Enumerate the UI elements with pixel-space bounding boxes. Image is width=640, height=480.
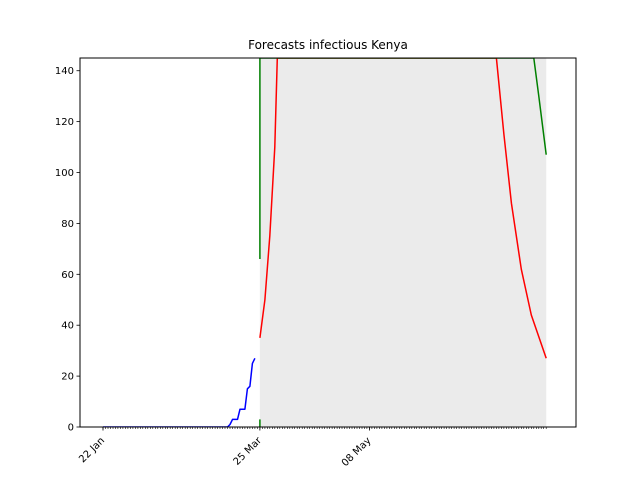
chart-title: Forecasts infectious Kenya (248, 38, 408, 52)
series-layer (103, 58, 547, 427)
x-tick-label: 22 Jan (77, 435, 107, 465)
y-tick-label: 140 (55, 66, 74, 77)
y-tick-label: 0 (68, 423, 74, 434)
y-tick-label: 40 (61, 321, 74, 332)
y-tick-label: 80 (61, 219, 74, 230)
series-line-forecast-upper (259, 58, 547, 259)
series-line-forecast-median (259, 58, 547, 359)
y-tick-label: 20 (61, 372, 74, 383)
y-axis: 0 20 40 60 80 100 120 140 (55, 66, 80, 434)
y-tick-label: 120 (55, 117, 74, 128)
series-line-observed (103, 357, 256, 427)
x-tick-label: 08 May (340, 435, 374, 469)
x-tick-label: 25 Mar (232, 435, 265, 468)
x-axis: 22 Jan 25 Mar 08 May (77, 427, 374, 469)
forecast-band (259, 58, 547, 427)
y-tick-label: 100 (55, 168, 74, 179)
y-tick-label: 60 (61, 270, 74, 281)
plot-frame (79, 57, 577, 428)
